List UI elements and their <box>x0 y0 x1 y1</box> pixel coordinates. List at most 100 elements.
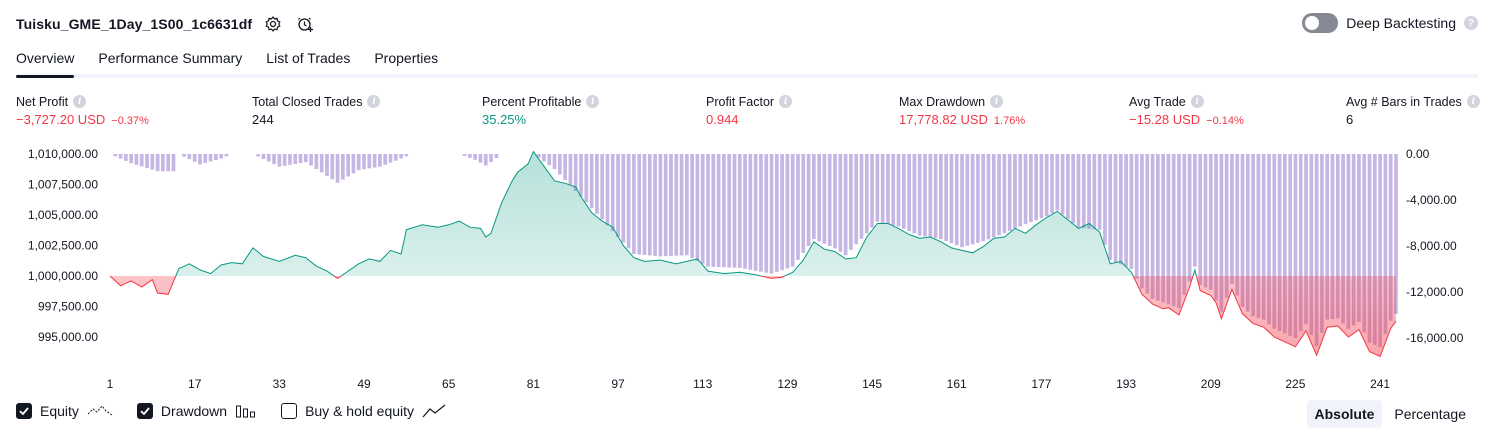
percentage-button[interactable]: Percentage <box>1394 406 1466 422</box>
info-icon[interactable]: i <box>367 95 381 108</box>
equity-checkbox[interactable] <box>16 403 32 419</box>
x-tick-label: 209 <box>1201 377 1221 391</box>
add-alert-icon[interactable] <box>294 13 316 35</box>
equity-line-icon <box>87 405 113 416</box>
info-icon[interactable]: i <box>586 95 600 108</box>
drawdown-bar <box>362 154 366 170</box>
drawdown-bar <box>1187 154 1192 282</box>
drawdown-bar <box>732 154 737 268</box>
stat-value: 6 <box>1346 112 1354 127</box>
info-icon[interactable]: i <box>1190 95 1204 108</box>
info-icon[interactable]: i <box>990 95 1004 108</box>
y-axis-right: 0.00 -4,000.00 -8,000.00 -12,000.00 -16,000.… <box>1406 147 1464 345</box>
legend-label: Drawdown <box>160 403 228 419</box>
legend-buy-hold[interactable]: Buy & hold equity <box>281 403 446 419</box>
absolute-button[interactable]: Absolute <box>1306 400 1383 428</box>
drawdown-bar <box>1134 154 1139 279</box>
drawdown-bar <box>1118 154 1123 265</box>
stat-avg-trade: Avg Trade i −15.28 USD −0.14% <box>1129 93 1244 128</box>
drawdown-bar <box>647 154 652 256</box>
drawdown-bar <box>1013 154 1017 229</box>
drawdown-bar <box>764 154 769 273</box>
stat-percent: −0.37% <box>111 115 149 127</box>
drawdown-bar <box>838 154 843 252</box>
drawdown-bar <box>933 154 938 239</box>
drawdown-bar <box>981 154 986 242</box>
info-icon[interactable]: i <box>73 95 87 108</box>
y-left-tick-label: 997,500.00 <box>38 300 98 314</box>
drawdown-bar <box>277 154 282 167</box>
drawdown-bar <box>790 154 795 267</box>
drawdown-bar <box>1050 154 1054 214</box>
drawdown-bar <box>124 154 128 161</box>
drawdown-bar <box>1103 154 1107 245</box>
tab-properties[interactable]: Properties <box>374 50 439 66</box>
drawdown-bar <box>1171 154 1176 307</box>
drawdown-bar <box>1283 154 1287 334</box>
drawdown-bar <box>1256 154 1261 318</box>
drawdown-bar <box>796 154 800 260</box>
drawdown-bar <box>346 154 350 177</box>
drawdown-bar <box>1198 154 1203 286</box>
x-tick-label: 65 <box>442 377 456 391</box>
x-tick-label: 193 <box>1116 377 1136 391</box>
drawdown-bar <box>1235 154 1240 296</box>
drawdown-bar <box>224 154 229 157</box>
stat-value: −3,727.20 USD <box>16 112 106 127</box>
drawdown-bar <box>880 154 885 223</box>
drawdown-bar <box>494 154 499 159</box>
drawdown-bar <box>1097 154 1102 230</box>
drawdown-bar <box>864 154 869 234</box>
y-right-tick-label: -12,000.00 <box>1406 285 1464 299</box>
drawdown-bar <box>552 154 557 169</box>
tab-list-of-trades[interactable]: List of Trades <box>266 50 351 66</box>
drawdown-bar <box>118 154 123 159</box>
equity-line-profit <box>110 150 1197 276</box>
stat-percent: −0.14% <box>1206 115 1244 127</box>
drawdown-bar <box>870 154 874 228</box>
legend-equity[interactable]: Equity <box>16 403 113 419</box>
drawdown-bar <box>187 154 192 160</box>
drawdown-bar <box>1372 154 1377 345</box>
drawdown-bar <box>1039 154 1044 219</box>
drawdown-bar <box>261 154 266 160</box>
drawdown-bar <box>976 154 980 243</box>
drawdown-bar <box>335 154 340 183</box>
legend-drawdown[interactable]: Drawdown <box>136 403 257 419</box>
equity-drawdown-chart[interactable]: 1,010,000.00 1,007,500.00 1,005,000.00 1,00… <box>0 142 1494 397</box>
question-icon[interactable]: ? <box>1464 16 1478 30</box>
chart-legend: Equity Drawdown Buy & hold equity <box>16 403 446 419</box>
y-left-tick-label: 1,000,000.00 <box>28 269 98 283</box>
drawdown-bar <box>743 154 747 269</box>
drawdown-bar <box>1267 154 1271 325</box>
gear-icon[interactable] <box>262 13 284 35</box>
info-icon[interactable]: i <box>779 95 793 108</box>
drawdown-bar <box>309 154 313 166</box>
drawdown-bar <box>1044 154 1049 217</box>
equity-line-loss <box>109 276 1397 358</box>
deep-backtesting-toggle[interactable] <box>1302 13 1339 33</box>
drawdown-bar <box>875 154 880 222</box>
drawdown-bar <box>986 154 991 240</box>
x-axis: 1 17 33 49 65 81 97 113 129 145 161 177 193 209 225 241 <box>107 377 1391 391</box>
drawdown-bar <box>801 154 806 253</box>
tab-performance-summary[interactable]: Performance Summary <box>98 50 243 66</box>
drawdown-bar <box>1066 154 1070 219</box>
drawdown-bar <box>891 154 896 226</box>
drawdown-bar <box>780 154 784 271</box>
buy-hold-checkbox[interactable] <box>281 403 298 419</box>
equity-area-profit <box>110 151 1396 276</box>
drawdown-bar <box>1362 154 1367 333</box>
info-icon[interactable]: i <box>1466 95 1480 108</box>
x-tick-label: 241 <box>1370 377 1390 391</box>
drawdown-bar <box>759 154 763 272</box>
drawdown-bar <box>711 154 716 267</box>
drawdown-bar <box>833 154 837 249</box>
legend-label: Buy & hold equity <box>305 403 415 419</box>
drawdown-bar <box>573 154 578 192</box>
tab-overview[interactable]: Overview <box>16 44 75 78</box>
drawdown-bar <box>997 154 1001 236</box>
x-tick-label: 17 <box>188 377 202 391</box>
drawdown-checkbox[interactable] <box>136 403 153 419</box>
stat-value: 244 <box>252 112 274 127</box>
